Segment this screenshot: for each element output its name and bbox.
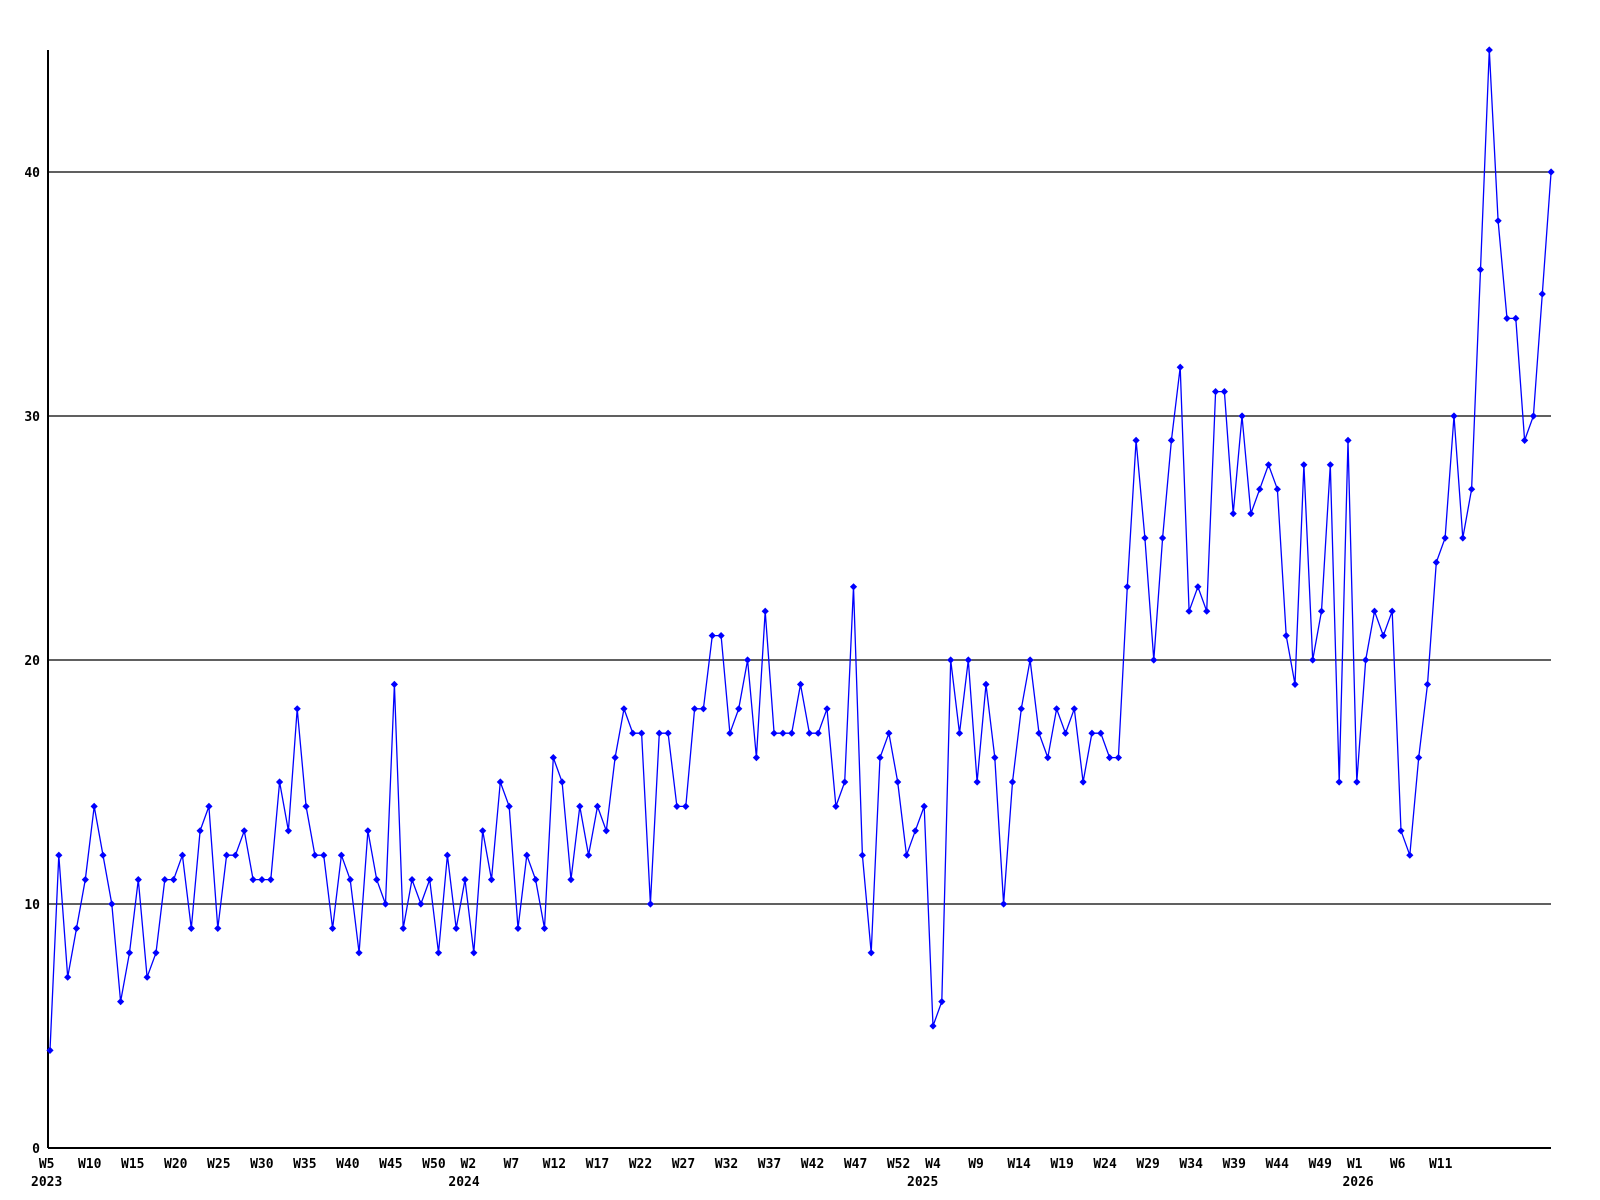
y-tick-label: 30 <box>24 410 40 425</box>
x-tick-label: W49 <box>1308 1157 1331 1172</box>
x-tick-label: W50 <box>422 1157 446 1172</box>
x-tick-label: W52 <box>887 1157 910 1172</box>
x-tick-label: W11 <box>1429 1157 1453 1172</box>
x-tick-label: W34 <box>1179 1157 1203 1172</box>
y-tick-label: 0 <box>32 1142 40 1157</box>
x-tick-label: W30 <box>250 1157 274 1172</box>
year-label: 2026 <box>1342 1175 1373 1190</box>
x-tick-label: W20 <box>164 1157 188 1172</box>
x-tick-label: W14 <box>1007 1157 1031 1172</box>
x-tick-label: W24 <box>1093 1157 1117 1172</box>
x-tick-label: W12 <box>543 1157 566 1172</box>
x-tick-label: W45 <box>379 1157 402 1172</box>
year-label: 2025 <box>907 1175 938 1190</box>
x-tick-label: W39 <box>1222 1157 1245 1172</box>
y-tick-label: 10 <box>24 898 40 913</box>
x-tick-label: W5 <box>39 1157 55 1172</box>
x-tick-label: W4 <box>925 1157 941 1172</box>
x-tick-label: W15 <box>121 1157 144 1172</box>
x-tick-label: W2 <box>461 1157 477 1172</box>
x-tick-label: W6 <box>1390 1157 1406 1172</box>
x-tick-label: W10 <box>78 1157 102 1172</box>
data-line <box>49 49 1552 1051</box>
x-tick-label: W17 <box>586 1157 609 1172</box>
x-tick-label: W44 <box>1265 1157 1289 1172</box>
x-tick-label: W9 <box>968 1157 984 1172</box>
x-tick-label: W37 <box>758 1157 781 1172</box>
y-tick-label: 40 <box>24 166 40 181</box>
x-tick-label: W25 <box>207 1157 230 1172</box>
x-tick-label: W35 <box>293 1157 316 1172</box>
x-tick-label: W22 <box>629 1157 652 1172</box>
x-tick-label: W32 <box>715 1157 738 1172</box>
year-label: 2023 <box>31 1175 62 1190</box>
x-tick-label: W42 <box>801 1157 824 1172</box>
y-tick-label: 20 <box>24 654 40 669</box>
data-points <box>46 46 1555 1054</box>
x-tick-label: W7 <box>504 1157 520 1172</box>
x-tick-label: W27 <box>672 1157 695 1172</box>
x-tick-label: W40 <box>336 1157 360 1172</box>
x-tick-label: W19 <box>1050 1157 1073 1172</box>
year-label: 2024 <box>448 1175 479 1190</box>
x-tick-label: W29 <box>1136 1157 1159 1172</box>
x-tick-label: W47 <box>844 1157 867 1172</box>
x-tick-label: W1 <box>1347 1157 1363 1172</box>
